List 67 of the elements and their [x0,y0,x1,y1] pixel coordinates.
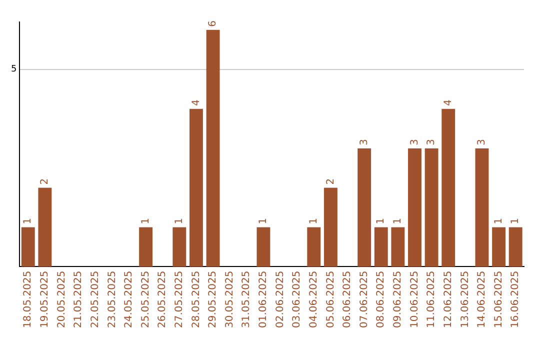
x-tick-label: 18.05.2025 [22,270,34,328]
data-label: 1 [376,218,387,224]
x-tick-label: 10.06.2025 [409,270,420,328]
x-tick-label: 07.06.2025 [358,270,370,328]
x-tick-label: 26.05.2025 [157,270,168,328]
x-tick-label: 29.05.2025 [208,270,219,328]
data-label: 1 [510,218,522,224]
x-tick-label: 24.05.2025 [124,270,135,328]
bar [139,227,153,267]
data-label: 1 [140,218,152,224]
y-tick-label: 5 [10,64,17,75]
bar [324,188,338,267]
bar [172,227,186,267]
x-tick-label: 31.05.2025 [241,270,252,328]
x-tick-label: 09.06.2025 [392,270,404,328]
data-label: 3 [409,138,420,146]
bar [206,30,220,267]
x-tick-label: 15.06.2025 [493,270,504,328]
bar [21,227,35,267]
data-label: 2 [40,178,51,185]
x-tick-label: 19.05.2025 [40,270,51,328]
bar [475,148,489,267]
x-tick-label: 08.06.2025 [376,270,387,328]
bar [307,227,321,267]
data-label: 4 [190,99,202,106]
bar [256,227,270,267]
x-tick-label: 11.06.2025 [426,270,438,328]
data-label: 1 [258,218,270,224]
bar [38,188,52,267]
data-label: 6 [208,20,219,27]
x-tick-label: 06.06.2025 [342,270,354,328]
data-label: 1 [174,218,186,224]
x-tick-label: 23.05.2025 [106,270,118,328]
bar [508,227,522,267]
x-tick-label: 20.05.2025 [56,270,68,328]
bar [408,148,422,267]
bar [358,148,372,267]
bar [391,227,405,267]
bar [424,148,438,267]
data-label: 1 [493,218,504,224]
data-label: 3 [476,138,488,146]
x-tick-label: 25.05.2025 [140,270,152,328]
x-tick-label: 28.05.2025 [190,270,202,328]
data-label: 1 [308,218,320,224]
bar [374,227,388,267]
data-label: 3 [358,138,370,146]
x-tick-label: 14.06.2025 [476,270,488,328]
x-tick-label: 05.06.2025 [325,270,336,328]
x-tick-label: 02.06.2025 [274,270,286,328]
x-tick-label: 21.05.2025 [73,270,84,328]
x-tick-label: 27.05.2025 [174,270,186,328]
data-label: 2 [325,178,336,185]
data-label: 3 [426,138,438,146]
x-tick-label: 12.06.2025 [442,270,454,328]
data-label: 1 [22,218,34,224]
x-tick-label: 13.06.2025 [460,270,471,328]
x-tick-label: 16.06.2025 [510,270,522,328]
x-tick-label: 01.06.2025 [258,270,270,328]
data-label: 1 [392,218,404,224]
x-tick-label: 04.06.2025 [308,270,320,328]
x-tick-label: 30.05.2025 [224,270,236,328]
x-tick-label: 03.06.2025 [292,270,303,328]
bar [190,108,203,267]
data-label: 4 [442,99,454,106]
x-tick-label: 22.05.2025 [90,270,101,328]
bar [442,108,456,267]
bar [492,227,506,267]
